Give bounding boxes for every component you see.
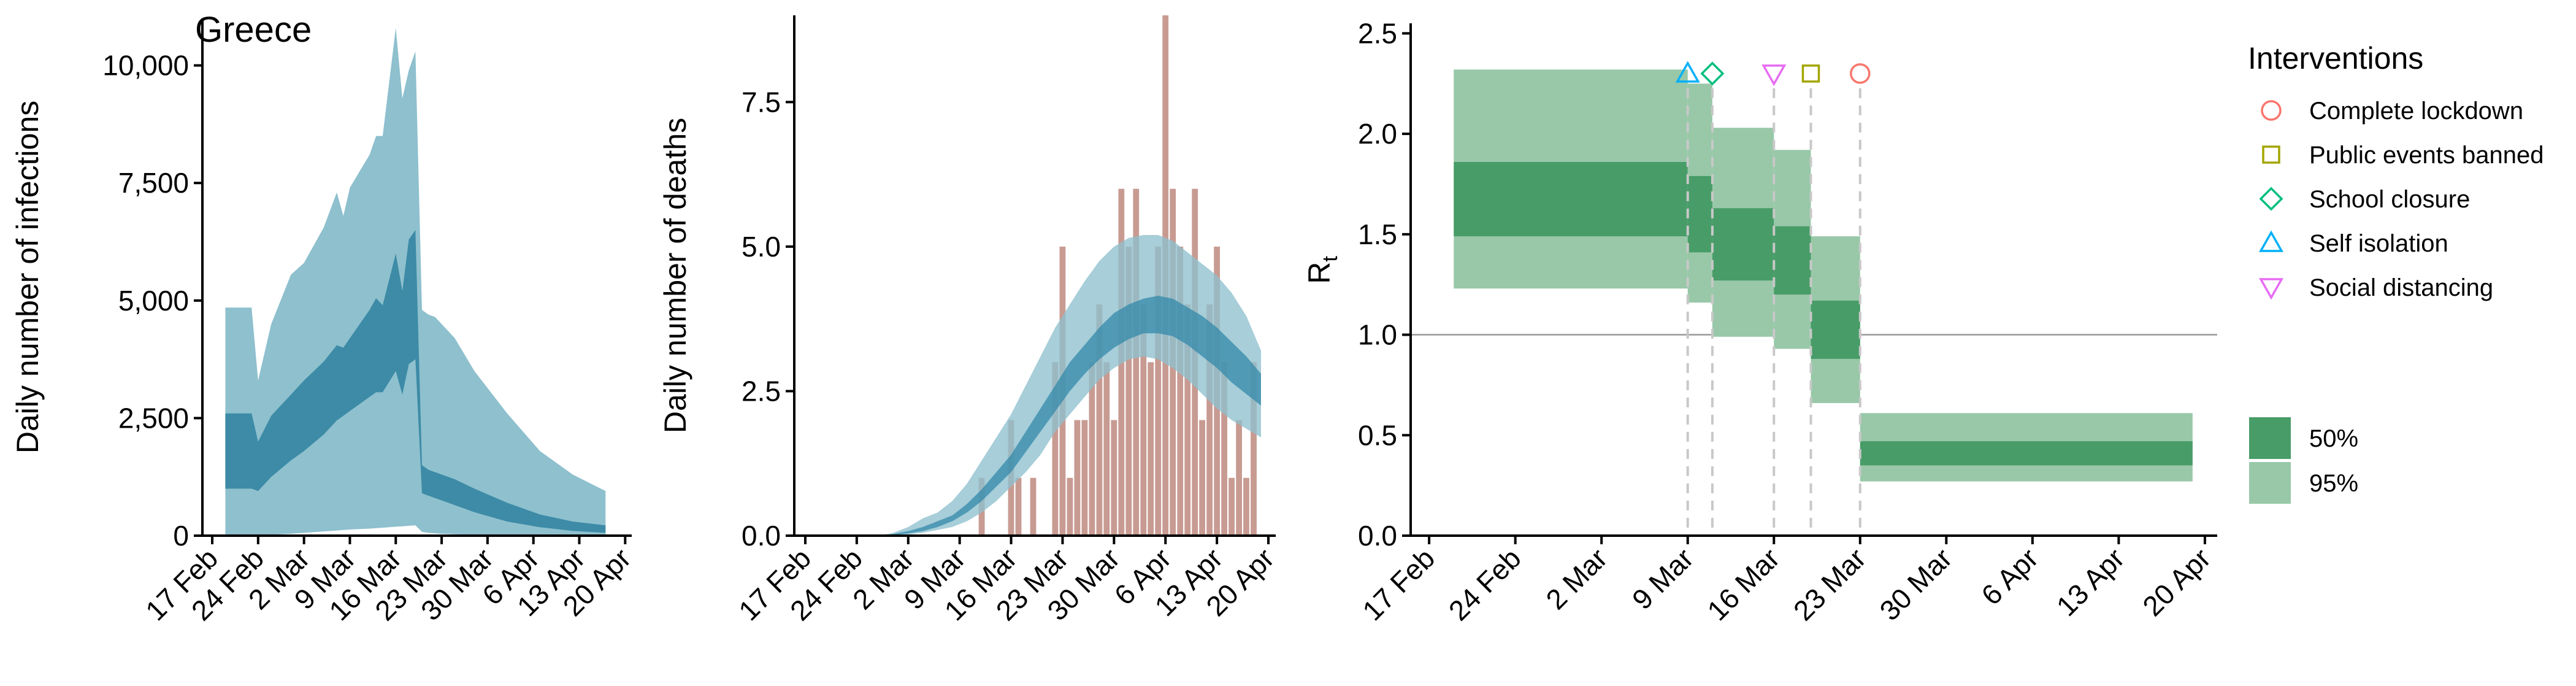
death-bar <box>1096 304 1103 536</box>
rt-x-tick-label: 9 Mar <box>1626 542 1700 615</box>
death-bar <box>1125 246 1132 536</box>
death-bar <box>1199 420 1205 536</box>
rt-y-axis-sub: t <box>1319 256 1342 262</box>
legend-band-label: 50% <box>2309 425 2358 452</box>
rt-x-tick-label: 13 Apr <box>2050 542 2131 622</box>
rt-y-tick-label: 2.0 <box>1358 118 1397 150</box>
intervention-marker-public_events_banned <box>1801 64 1820 83</box>
deaths-y-tick-label: 2.5 <box>742 375 781 407</box>
death-bar <box>1206 304 1213 536</box>
rt-y-tick-label: 0.0 <box>1358 520 1397 552</box>
death-bar <box>1052 362 1059 536</box>
deaths-y-tick-label: 5.0 <box>742 231 781 263</box>
rt-x-tick-label: 30 Mar <box>1873 542 1958 626</box>
rt-x-tick-label: 23 Mar <box>1787 542 1872 626</box>
death-bar <box>1148 362 1154 536</box>
infections-y-tick-label: 7,500 <box>118 167 189 199</box>
death-bar <box>1243 477 1249 536</box>
death-bar <box>1030 477 1037 536</box>
death-bar <box>1184 304 1191 536</box>
rt-band-50 <box>1774 226 1811 295</box>
rt-x-tick-label: 2 Mar <box>1539 542 1613 615</box>
death-bar <box>1074 420 1081 536</box>
death-bar <box>1111 420 1117 536</box>
rt-x-tick-label: 17 Feb <box>1356 542 1441 626</box>
death-bar <box>1103 362 1110 536</box>
legend-swatch-95 <box>2249 462 2291 504</box>
legend-interventions: Interventions Complete lockdown Public eve… <box>2248 41 2544 301</box>
legend-marker-complete_lockdown <box>2261 100 2282 121</box>
infections-y-axis-title: Daily number of infections <box>10 101 45 453</box>
rt-x-tick-label: 24 Feb <box>1443 542 1527 626</box>
legend-marker-public_events_banned <box>2262 145 2280 164</box>
rt-band-50 <box>1860 441 2193 466</box>
death-bar <box>1236 420 1242 536</box>
intervention-marker-social_distancing <box>1761 64 1787 87</box>
death-bar <box>1140 304 1147 536</box>
legend-label-self_isolation: Self isolation <box>2309 230 2448 257</box>
rt-band-50 <box>1687 175 1712 253</box>
rt-y-tick-label: 0.5 <box>1358 419 1397 451</box>
legend-interventions-title: Interventions <box>2248 41 2423 75</box>
infections-band-50 <box>225 229 606 533</box>
rt-band-50 <box>1811 300 1860 359</box>
legend-bands: 50% 95% <box>2249 417 2358 504</box>
death-bar <box>1067 477 1073 536</box>
deaths-y-tick-label: 7.5 <box>742 86 781 118</box>
infections-panel-title: Greece <box>195 10 312 50</box>
rt-y-tick-label: 1.0 <box>1358 319 1397 351</box>
death-bar <box>1155 246 1162 536</box>
rt-band-50 <box>1454 161 1688 237</box>
death-bar <box>1177 246 1184 536</box>
rt-y-axis-main: R <box>1302 262 1336 284</box>
deaths-panel <box>878 15 1261 536</box>
death-bar <box>1251 362 1257 536</box>
rt-panel <box>1411 61 2217 536</box>
deaths-y-axis-title: Daily number of deaths <box>658 118 692 433</box>
legend-label-school_closure: School closure <box>2309 186 2470 213</box>
infections-y-tick-label: 2,500 <box>118 402 189 434</box>
rt-band-50 <box>1712 208 1774 281</box>
rt-x-tick-label: 20 Apr <box>2136 542 2217 622</box>
intervention-marker-complete_lockdown <box>1850 63 1871 84</box>
infections-y-tick-label: 5,000 <box>118 285 189 317</box>
death-bar <box>1221 362 1227 536</box>
legend-swatch-50 <box>2249 417 2291 459</box>
infections-y-tick-label: 0 <box>173 520 189 552</box>
legend-marker-self_isolation <box>2258 230 2284 252</box>
intervention-marker-school_closure <box>1700 61 1725 86</box>
legend-marker-social_distancing <box>2258 278 2284 300</box>
legend-label-complete_lockdown: Complete lockdown <box>2309 98 2523 125</box>
death-bar <box>1089 362 1095 536</box>
legend-label-public_events_banned: Public events banned <box>2309 142 2544 169</box>
infections-panel <box>225 28 606 536</box>
legend-band-label: 95% <box>2309 470 2358 497</box>
rt-y-tick-label: 1.5 <box>1358 218 1397 250</box>
rt-x-tick-label: 16 Mar <box>1701 542 1785 626</box>
deaths-y-tick-label: 0.0 <box>742 520 781 552</box>
legend-label-social_distancing: Social distancing <box>2309 274 2493 301</box>
legend-marker-school_closure <box>2259 187 2283 211</box>
rt-x-tick-label: 6 Apr <box>1975 542 2044 611</box>
rt-y-tick-label: 2.5 <box>1358 17 1397 49</box>
death-bar <box>1015 477 1022 536</box>
death-bar <box>1081 420 1088 536</box>
death-bar <box>1229 477 1235 536</box>
death-bar <box>1133 188 1140 536</box>
infections-y-tick-label: 10,000 <box>102 50 189 82</box>
rt-y-axis-title: Rt <box>1302 256 1342 284</box>
intervention-marker-self_isolation <box>1675 61 1700 83</box>
